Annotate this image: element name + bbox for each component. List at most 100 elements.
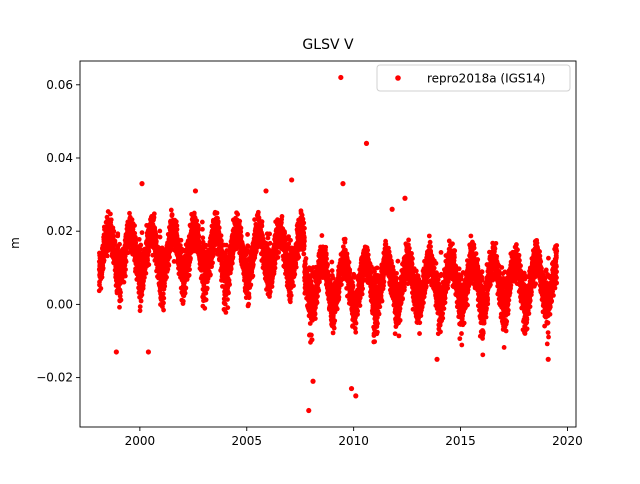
data-point	[275, 255, 280, 260]
data-point	[157, 229, 162, 234]
data-point	[196, 233, 201, 238]
data-point	[115, 231, 120, 236]
data-point	[117, 305, 122, 310]
data-point	[360, 286, 365, 291]
data-point	[187, 273, 192, 278]
data-point	[354, 321, 359, 326]
data-point	[164, 275, 169, 280]
data-point	[118, 290, 123, 295]
data-point	[226, 291, 231, 296]
data-point	[161, 291, 166, 296]
data-point	[167, 255, 172, 260]
data-point	[302, 239, 307, 244]
data-point	[108, 212, 113, 217]
data-point	[239, 234, 244, 239]
data-point	[225, 297, 230, 302]
data-point	[260, 224, 265, 229]
data-point	[301, 252, 306, 257]
data-point	[324, 256, 329, 261]
data-point	[251, 262, 256, 267]
data-point	[152, 211, 157, 216]
data-point	[310, 337, 315, 342]
data-point	[119, 298, 124, 303]
data-point	[217, 225, 222, 230]
data-point	[304, 256, 309, 261]
data-point	[200, 220, 205, 225]
data-point	[343, 237, 348, 242]
data-point	[288, 238, 293, 243]
data-point	[158, 235, 163, 240]
data-point	[296, 255, 301, 260]
data-point	[315, 294, 320, 299]
data-point	[109, 217, 114, 222]
data-point	[382, 279, 387, 284]
data-point	[183, 286, 188, 291]
data-point	[179, 238, 184, 243]
data-point	[345, 251, 350, 256]
data-point	[351, 283, 356, 288]
data-point	[102, 258, 107, 263]
data-point	[248, 282, 253, 287]
data-point	[111, 229, 116, 234]
data-point	[291, 283, 296, 288]
data-point	[366, 252, 371, 257]
data-point	[239, 226, 244, 231]
data-point	[111, 234, 116, 239]
data-point	[223, 310, 228, 315]
data-point	[117, 242, 122, 247]
data-point	[320, 233, 325, 238]
data-point	[139, 299, 144, 304]
data-point	[122, 280, 127, 285]
data-point	[225, 305, 230, 310]
data-point	[101, 266, 106, 271]
data-point	[300, 213, 305, 218]
data-point	[175, 227, 180, 232]
data-point	[353, 330, 358, 335]
data-point	[358, 303, 363, 308]
data-point	[288, 299, 293, 304]
data-point	[105, 253, 110, 258]
data-point	[202, 306, 207, 311]
data-point	[268, 289, 273, 294]
data-point	[161, 308, 166, 313]
data-point	[339, 282, 344, 287]
data-point	[228, 271, 233, 276]
data-point	[347, 267, 352, 272]
data-point	[337, 290, 342, 295]
data-point	[230, 261, 235, 266]
data-point	[331, 330, 336, 335]
data-point	[183, 291, 188, 296]
data-point	[145, 258, 150, 263]
data-point	[365, 248, 370, 253]
data-point	[141, 283, 146, 288]
data-point	[154, 239, 159, 244]
data-point	[301, 221, 306, 226]
data-point	[317, 280, 322, 285]
data-point	[309, 279, 314, 284]
data-point	[205, 286, 210, 291]
data-point	[282, 231, 287, 236]
data-point	[330, 268, 335, 273]
data-point	[360, 292, 365, 297]
data-point	[188, 256, 193, 261]
data-point	[161, 296, 166, 301]
data-point	[123, 274, 128, 279]
data-point	[315, 300, 320, 305]
chart-title: GLSV V	[302, 37, 354, 53]
data-point	[294, 265, 299, 270]
data-point	[181, 299, 186, 304]
data-point	[192, 211, 197, 216]
data-point	[332, 326, 337, 331]
data-point	[124, 259, 129, 264]
data-point	[377, 312, 382, 317]
data-point	[142, 275, 147, 280]
data-point	[235, 212, 240, 217]
data-point	[292, 272, 297, 277]
data-point	[138, 304, 143, 309]
data-point	[303, 261, 308, 266]
data-point	[335, 307, 340, 312]
data-point	[375, 330, 380, 335]
data-point	[309, 333, 314, 338]
data-point	[219, 233, 224, 238]
data-point	[138, 243, 143, 248]
